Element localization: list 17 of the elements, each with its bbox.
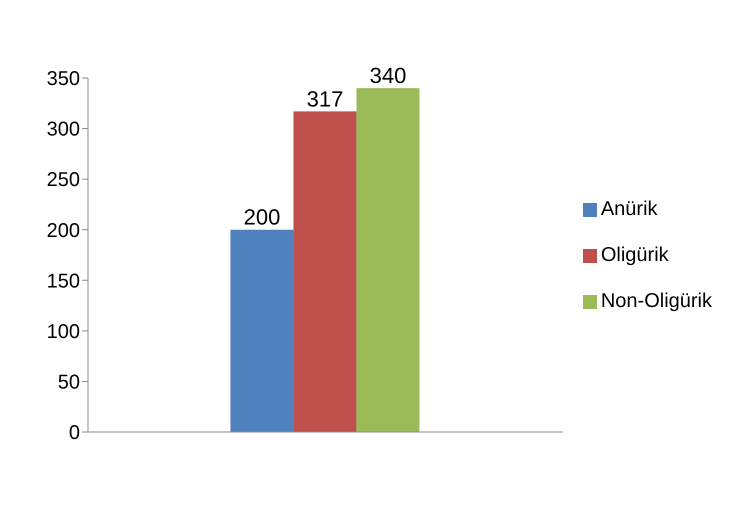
y-tick-label: 200 bbox=[46, 220, 80, 242]
legend-label: Oligürik bbox=[600, 244, 669, 266]
y-tick-label: 150 bbox=[46, 270, 80, 292]
y-tick-label: 0 bbox=[68, 422, 80, 444]
y-tick-label: 50 bbox=[58, 372, 80, 394]
legend-label: Anürik bbox=[600, 198, 658, 220]
y-tick-label: 300 bbox=[46, 118, 80, 141]
y-tick-label: 100 bbox=[46, 320, 80, 343]
y-tick-label: 350 bbox=[46, 68, 80, 90]
data-label: 340 bbox=[370, 63, 406, 88]
data-label: 317 bbox=[306, 86, 344, 112]
data-label: 200 bbox=[244, 204, 280, 230]
bar bbox=[293, 111, 356, 432]
bar bbox=[356, 88, 420, 432]
legend-label: Non-Oligürik bbox=[600, 290, 712, 312]
y-tick-label: 250 bbox=[46, 169, 80, 192]
bar bbox=[230, 230, 294, 432]
